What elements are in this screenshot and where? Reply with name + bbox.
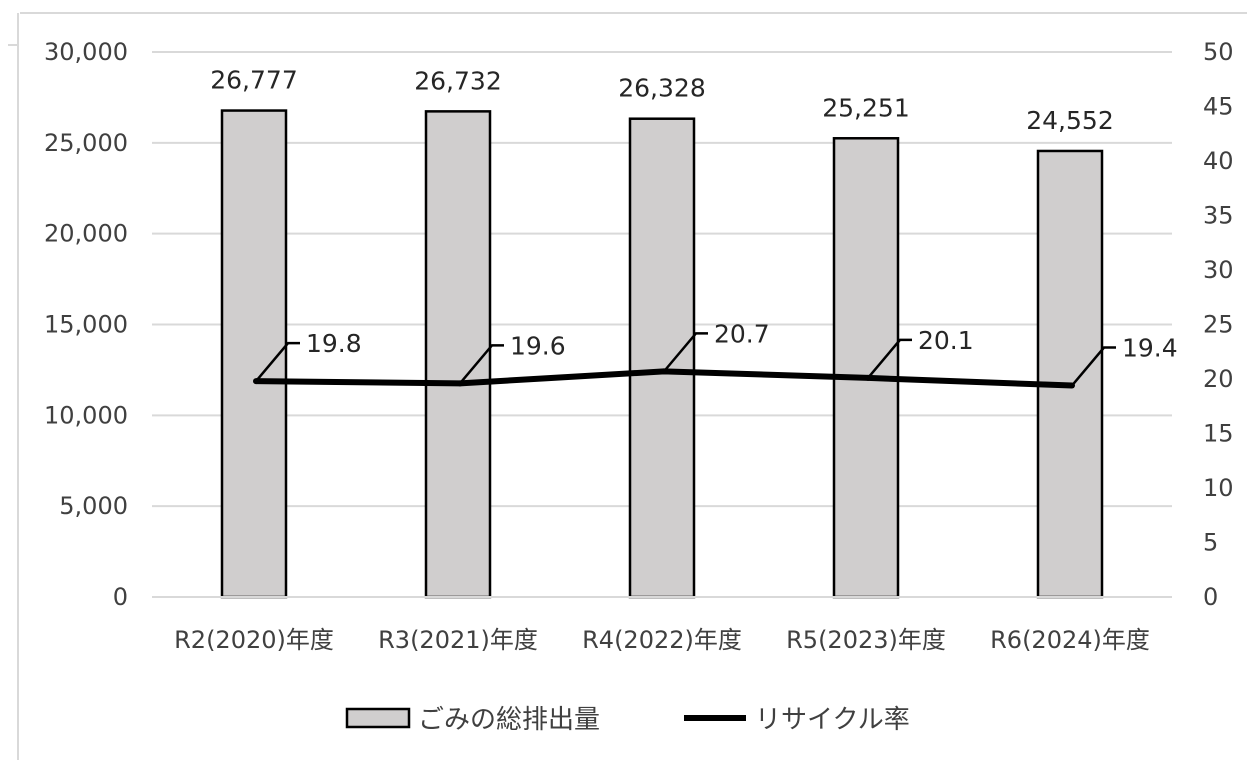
line-label-leader [1071,346,1116,387]
legend-swatch-bar [345,707,411,729]
bar-data-label: 26,732 [414,66,501,95]
y-right-tick-label: 25 [1203,311,1234,339]
y-right-tick-label: 50 [1203,38,1234,66]
y-left-tick-label: 20,000 [44,220,128,248]
line-label-leader [459,344,504,385]
line-data-label: 20.7 [714,319,770,348]
line-data-label: 19.6 [510,331,566,360]
y-left-tick-label: 5,000 [59,492,128,520]
x-category-label: R3(2021)年度 [378,626,538,654]
bar [832,137,900,599]
y-right-tick-label: 35 [1203,202,1234,230]
line-data-label: 20.1 [918,326,974,355]
y-left-tick-label: 30,000 [44,38,128,66]
x-category-label: R2(2020)年度 [174,626,334,654]
legend: ごみの総排出量 リサイクル率 [345,705,910,735]
y-left-tick-label: 15,000 [44,311,128,339]
bar [1036,149,1104,599]
line-data-label: 19.8 [306,329,362,358]
line-label-leader [867,338,912,379]
y-right-tick-label: 10 [1203,474,1234,502]
y-left-tick-label: 0 [113,583,128,611]
y-left-tick-label: 25,000 [44,129,128,157]
bar-data-label: 26,328 [618,74,705,103]
bar [220,109,288,599]
bar-data-label: 25,251 [822,93,909,122]
y-right-tick-label: 15 [1203,420,1234,448]
x-category-label: R6(2024)年度 [990,626,1150,654]
line-label-leader [663,332,708,373]
y-right-tick-label: 40 [1203,147,1234,175]
line-data-label: 19.4 [1122,334,1178,363]
y-right-tick-label: 30 [1203,256,1234,284]
bar [424,110,492,599]
bar-data-label: 24,552 [1026,106,1113,135]
axes: 0 5,000 10,000 15,000 20,000 25,000 30,000 0 5 10… [44,38,1234,654]
bar-data-label: 26,777 [210,66,297,95]
x-category-label: R5(2023)年度 [786,626,946,654]
y-right-tick-label: 45 [1203,93,1234,121]
y-right-tick-label: 5 [1203,529,1218,557]
y-right-tick-label: 20 [1203,365,1234,393]
y-left-tick-label: 10,000 [44,401,128,429]
data-labels: 26,777 26,732 26,328 25,251 24,552 19.8 19.6 20… [210,66,1178,387]
line-label-leader [255,341,300,382]
y-right-tick-label: 0 [1203,583,1218,611]
bar [628,117,696,599]
legend-label-line: リサイクル率 [755,705,910,735]
x-category-label: R4(2022)年度 [582,626,742,654]
legend-label-bar: ごみの総排出量 [418,705,600,735]
